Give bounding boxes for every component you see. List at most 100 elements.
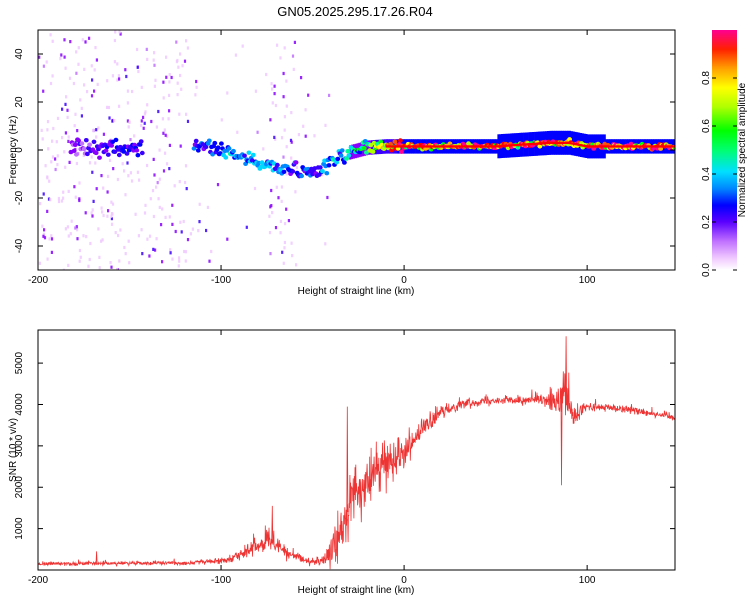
noise-speckle	[101, 238, 104, 242]
noise-speckle	[60, 199, 63, 203]
noise-speckle	[178, 259, 181, 263]
noise-speckle	[94, 46, 97, 50]
noise-speckle	[168, 80, 171, 84]
noise-speckle	[280, 136, 284, 140]
ridge-point	[83, 138, 89, 143]
noise-speckle	[40, 128, 43, 132]
noise-speckle	[174, 229, 177, 234]
noise-speckle	[110, 217, 113, 221]
noise-speckle	[100, 206, 103, 210]
noise-speckle	[116, 267, 119, 270]
noise-speckle	[276, 43, 279, 47]
noise-speckle	[47, 197, 51, 201]
noise-speckle	[84, 211, 87, 215]
noise-speckle	[326, 195, 329, 200]
ridge-core	[385, 141, 675, 148]
noise-speckle	[90, 64, 93, 68]
noise-speckle	[111, 202, 115, 206]
noise-speckle	[165, 75, 168, 79]
ridge-point	[203, 144, 209, 150]
noise-speckle	[119, 228, 122, 232]
noise-speckle	[293, 40, 296, 44]
noise-speckle	[302, 124, 305, 128]
noise-speckle	[184, 259, 187, 263]
noise-speckle	[63, 38, 66, 42]
ridge-point	[134, 148, 140, 153]
noise-speckle	[56, 163, 59, 167]
noise-speckle	[155, 125, 158, 129]
noise-speckle	[46, 128, 49, 132]
noise-speckle	[64, 131, 67, 135]
ridge-point	[116, 152, 122, 158]
noise-speckle	[168, 93, 171, 97]
noise-speckle	[87, 264, 90, 268]
ridge-point	[87, 142, 92, 147]
ridge-point	[335, 156, 341, 162]
ridge-point	[346, 153, 352, 158]
noise-speckle	[146, 103, 149, 107]
x-tick-label: 0	[401, 575, 407, 586]
noise-speckle	[150, 119, 153, 124]
noise-speckle	[110, 214, 113, 218]
noise-speckle	[78, 248, 81, 253]
noise-speckle	[271, 101, 274, 105]
noise-speckle	[106, 105, 109, 109]
ridge-point	[342, 160, 347, 165]
noise-speckle	[300, 76, 303, 80]
noise-speckle	[47, 147, 50, 151]
noise-speckle	[256, 130, 259, 134]
noise-speckle	[110, 222, 114, 226]
noise-speckle	[95, 58, 98, 62]
spectrogram-xlabel: Height of straight line (km)	[298, 286, 415, 297]
ridge-point	[81, 146, 87, 152]
noise-speckle	[72, 81, 75, 86]
noise-speckle	[97, 227, 100, 231]
ridge-point	[242, 153, 247, 158]
y-tick-label: 40	[14, 48, 25, 60]
ridge-point	[113, 137, 119, 143]
noise-speckle	[274, 226, 278, 230]
noise-speckle	[91, 170, 94, 174]
noise-speckle	[62, 196, 65, 200]
noise-speckle	[168, 167, 171, 171]
noise-speckle	[143, 121, 146, 125]
noise-speckle	[162, 80, 165, 84]
noise-speckle	[304, 108, 307, 112]
ridge-point	[324, 171, 330, 176]
noise-speckle	[100, 174, 103, 178]
noise-speckle	[167, 117, 170, 121]
noise-speckle	[95, 128, 98, 132]
noise-speckle	[269, 205, 272, 209]
noise-speckle	[179, 73, 182, 78]
noise-speckle	[41, 137, 44, 141]
noise-speckle	[161, 207, 164, 211]
noise-speckle	[198, 220, 201, 224]
noise-speckle	[152, 247, 155, 251]
noise-speckle	[161, 260, 164, 264]
noise-speckle	[70, 219, 73, 223]
ridge-point	[223, 155, 229, 160]
noise-speckle	[253, 186, 257, 191]
noise-speckle	[216, 183, 220, 187]
noise-speckle	[42, 64, 45, 68]
noise-speckle	[321, 173, 324, 177]
noise-speckle	[265, 72, 268, 77]
noise-speckle	[102, 132, 105, 136]
noise-speckle	[75, 71, 78, 75]
noise-speckle	[140, 123, 143, 128]
colorbar-tick-label: 0.2	[701, 215, 712, 229]
noise-speckle	[43, 228, 46, 232]
noise-speckle	[197, 229, 200, 233]
noise-speckle	[162, 96, 165, 100]
noise-speckle	[285, 172, 288, 176]
noise-speckle	[85, 235, 88, 239]
noise-speckle	[74, 112, 77, 116]
noise-speckle	[52, 126, 55, 131]
noise-speckle	[80, 114, 83, 118]
spectrogram-ylabel: Frequency (Hz)	[8, 116, 19, 185]
noise-speckle	[269, 118, 272, 122]
noise-speckle	[157, 197, 160, 201]
noise-speckle	[91, 78, 94, 82]
noise-speckle	[128, 261, 131, 265]
noise-speckle	[155, 237, 158, 241]
